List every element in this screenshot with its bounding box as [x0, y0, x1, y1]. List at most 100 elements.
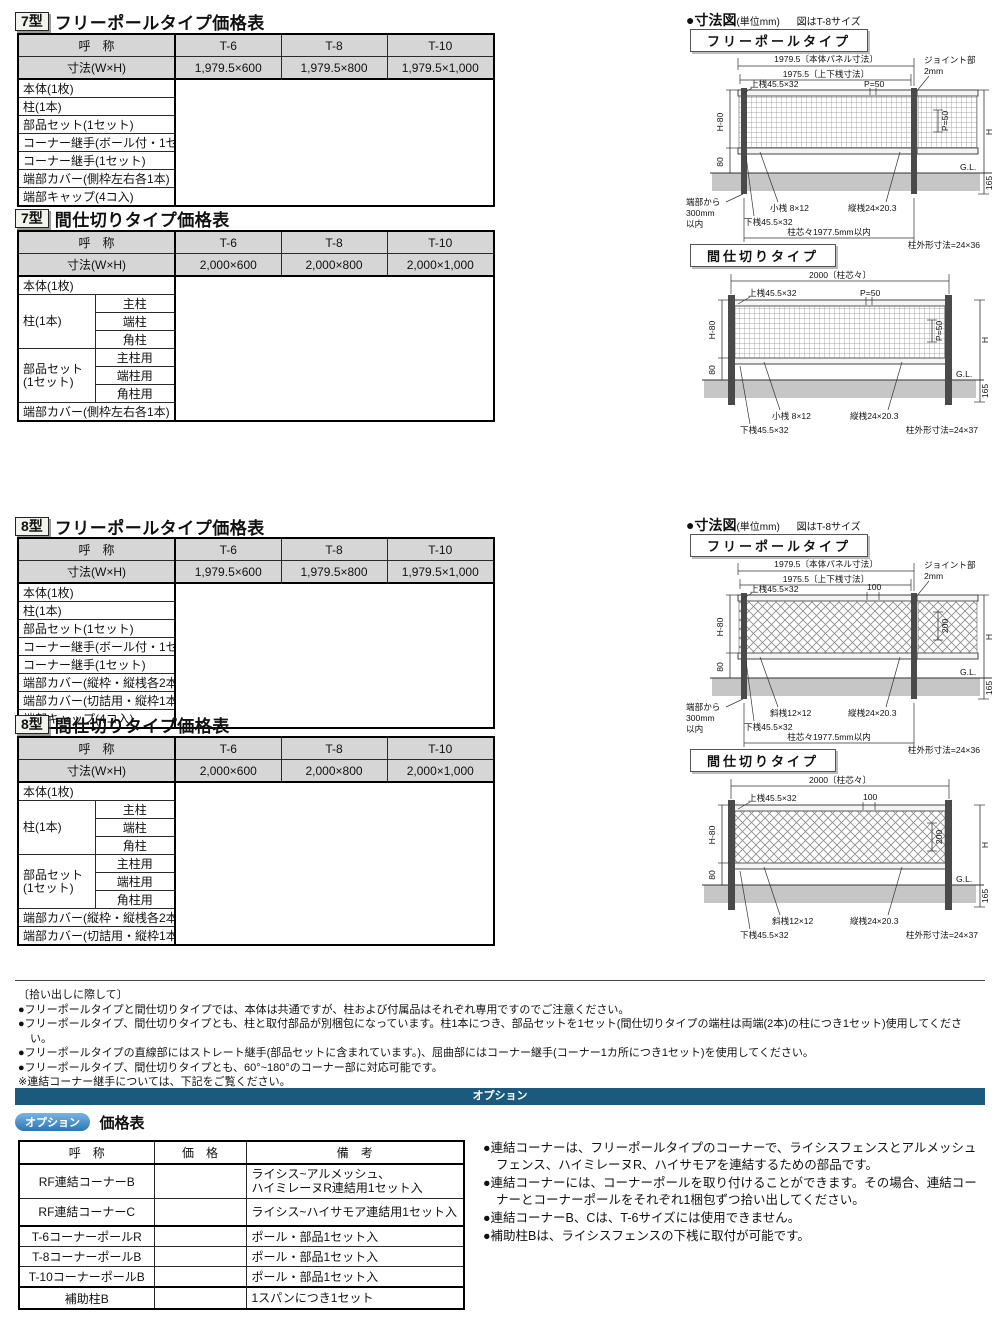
dimension-figure-heading: ●寸法図(単位mm) 図はT-8サイズ	[686, 517, 861, 533]
dims-t6: 1,979.5×600	[174, 56, 282, 80]
sub-row-label: 主柱	[94, 294, 177, 313]
col-t6: T-6	[174, 33, 282, 57]
sub-row-label: 角柱用	[94, 384, 177, 403]
option-notes: ●連結コーナーは、フリーポールタイプのコーナーで、ライシスフェンスとアルメッシュ…	[483, 1140, 988, 1246]
option-row-name: T-10コーナーポールB	[18, 1266, 155, 1288]
height-minus-80-label: H-80	[707, 825, 717, 844]
option-price-heading: オプション 価格表	[15, 1112, 144, 1133]
joint-size-label: 2mm	[924, 571, 943, 581]
row-label: 端部カバー(側枠左右各1本)	[17, 402, 177, 422]
pitch-right-label: P=50	[940, 111, 950, 132]
page-title: フリーポールタイプ価格表	[54, 14, 265, 33]
embed-80-label: 80	[707, 870, 717, 880]
freepole-diagram-label: フリーポールタイプ	[690, 534, 869, 557]
type7-partition-table: 呼 称 T-6 T-8 T-10 寸法(W×H) 2,000×600 2,000…	[17, 230, 496, 422]
option-row-remark: 1スパンにつき1セット	[245, 1286, 465, 1310]
dims-t10: 1,979.5×1,000	[386, 56, 495, 80]
type8-partition-title: 8型 間仕切りタイプ価格表	[15, 712, 230, 737]
option-section-bar: オプション	[15, 1088, 985, 1105]
section-divider	[15, 980, 985, 981]
dims-label: 寸法(W×H)	[17, 253, 177, 277]
partition-diagram-label: 間仕切りタイプ	[690, 244, 837, 267]
freepole-diagram-label: フリーポールタイプ	[690, 29, 869, 52]
row-label: 端部カバー(縦枠・縦桟各2本)	[17, 673, 176, 692]
option-row-price	[153, 1163, 247, 1199]
option-note-item: ●連結コーナーB、Cは、T-6サイズには使用できません。	[483, 1211, 801, 1225]
joint-size-label: 2mm	[924, 66, 943, 76]
bottom-rail-label: 下桟45.5×32	[744, 721, 793, 732]
type7-badge: 7型	[15, 209, 49, 228]
group-label: 部品セット (1セット)	[17, 348, 96, 403]
pickup-notes: 〔拾い出しに際して〕 ●フリーポールタイプと間仕切りタイプでは、本体は共通ですが…	[18, 988, 983, 1090]
height-label: H	[984, 634, 994, 640]
note-item: ●フリーポールタイプ、間仕切りタイプとも、60°~180°のコーナー部に対応可能…	[18, 1061, 443, 1074]
type7-freepole-title: 7型 フリーポールタイプ価格表	[15, 9, 265, 34]
row-label: 端部カバー(縦枠・縦桟各2本)	[17, 908, 177, 927]
embed-80-label: 80	[707, 365, 717, 375]
col-t8: T-8	[280, 33, 388, 57]
sub-row-label: 主柱	[94, 800, 177, 819]
top-rail-label: 上桟45.5×32	[748, 792, 797, 803]
dimension-figure-heading: ●寸法図(単位mm) 図はT-8サイズ	[686, 12, 861, 28]
joint-label: ジョイント部	[924, 559, 976, 570]
notes-heading: 〔拾い出しに際して〕	[18, 989, 128, 1001]
pitch-top-label: P=50	[864, 79, 885, 89]
dims-t8: 1,979.5×800	[280, 56, 388, 80]
dim-100-label: 100	[863, 792, 878, 802]
row-label: コーナー継手(1セット)	[17, 655, 176, 674]
type7-partition-diagram: 2000〔柱芯々〕 上桟45.5×32 P=50 H-80 80 P=50 H …	[702, 269, 990, 435]
price-area	[174, 79, 494, 206]
note-item: ●フリーポールタイプの直線部にはストレート継手(部品セットに含まれています。)、…	[18, 1047, 814, 1059]
type7-freepole-diagram: 1979.5〔本体パネル寸法〕 1975.5〔上下桟寸法〕 ジョイント部 2mm…	[686, 53, 994, 250]
sub-row-label: 端柱	[94, 312, 177, 331]
note-item: ●フリーポールタイプ、間仕切りタイプとも、柱と取付部品が別梱包になっています。柱…	[18, 1018, 963, 1045]
dim-panel-label: 1979.5〔本体パネル寸法〕	[774, 53, 878, 64]
vertical-rail-label: 縦桟24×20.3	[848, 707, 897, 718]
row-label: 端部カバー(切詰用・縦枠1本)	[17, 691, 176, 710]
group-label: 柱(1本)	[17, 294, 96, 349]
dim-rail-label: 1975.5〔上下桟寸法〕	[783, 68, 869, 79]
depth-165-label: 165	[980, 889, 990, 904]
post-span-label: 柱芯々1977.5mm以内	[787, 731, 871, 742]
row-label: コーナー継手(1セット)	[17, 151, 176, 170]
sub-row-label: 端柱用	[94, 872, 177, 891]
dim-span-label: 2000〔柱芯々〕	[809, 269, 871, 280]
ground-line-label: G.L.	[960, 162, 976, 172]
height-label: H	[984, 129, 994, 135]
dim-100-label: 100	[867, 582, 882, 592]
ground-line-label: G.L.	[956, 874, 972, 884]
pitch-right-label: P=50	[934, 321, 944, 342]
dim-200-label: 200	[934, 830, 944, 845]
type8-partition-diagram: 2000〔柱芯々〕 上桟45.5×32 100 H-80 80 200 H G.…	[702, 774, 990, 940]
row-label: 本体(1枚)	[17, 78, 176, 98]
top-rail-label: 上桟45.5×32	[748, 287, 797, 298]
type8-freepole-table: 呼 称 T-6 T-8 T-10 寸法(W×H) 1,979.5×600 1,9…	[17, 537, 495, 729]
depth-165-label: 165	[980, 384, 990, 399]
edge-note-line1: 端部から	[686, 701, 720, 712]
partition-diagram-label: 間仕切りタイプ	[690, 749, 837, 772]
dim-rail-label: 1975.5〔上下桟寸法〕	[783, 573, 869, 584]
post-dimension-label: 柱外形寸法=24×37	[906, 424, 978, 435]
diagonal-rail-label: 斜桟12×12	[772, 915, 814, 926]
edge-note-line1: 端部から	[686, 196, 720, 207]
ground-line-label: G.L.	[956, 369, 972, 379]
option-row-price	[153, 1225, 247, 1247]
group-label: 柱(1本)	[17, 800, 96, 855]
depth-165-label: 165	[984, 176, 994, 191]
row-label: 本体(1枚)	[17, 582, 176, 602]
option-row-price	[153, 1197, 247, 1227]
sub-row-label: 角柱	[94, 836, 177, 855]
post-span-label: 柱芯々1977.5mm以内	[787, 226, 871, 237]
bottom-rail-label: 下桟45.5×32	[744, 216, 793, 227]
row-label: 端部キャップ(4コ入)	[17, 187, 176, 207]
type7-freepole-table: 呼 称 T-6 T-8 T-10 寸法(W×H) 1,979.5×600 1,9…	[17, 33, 495, 207]
option-row-remark: ライシス~ハイサモア連結用1セット入	[245, 1197, 465, 1227]
option-row-price	[153, 1286, 247, 1310]
depth-165-label: 165	[984, 681, 994, 696]
diagonal-rail-label: 斜桟12×12	[770, 707, 812, 718]
option-row-remark: ポール・部品1セット入	[245, 1225, 465, 1247]
sub-row-label: 角柱	[94, 330, 177, 349]
row-label: コーナー継手(ボール付・1セット)	[17, 133, 176, 152]
dim-panel-label: 1979.5〔本体パネル寸法〕	[774, 558, 878, 569]
row-label: 柱(1本)	[17, 97, 176, 116]
